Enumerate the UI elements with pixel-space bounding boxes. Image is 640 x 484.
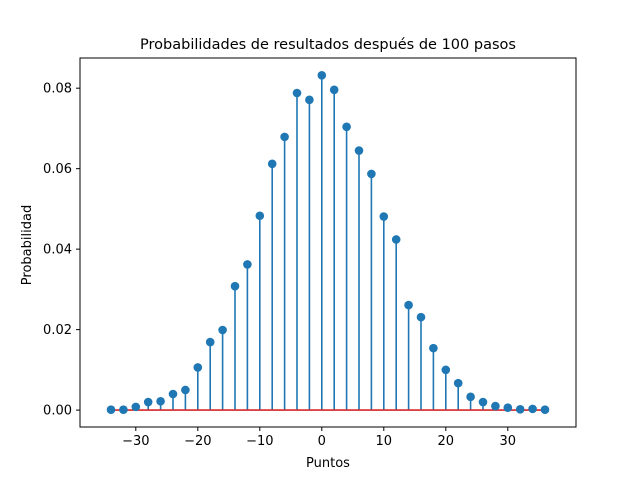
stem-marker [391,235,401,244]
x-axis-label: Puntos [306,456,350,471]
y-axis-label: Probabilidad [20,205,35,285]
stem-marker [205,337,215,347]
markers-layer [106,71,550,414]
stem-marker [528,404,537,414]
stem-marker [168,389,178,399]
stem-marker [280,132,289,142]
stem-marker [243,260,252,269]
stem-marker [329,85,339,95]
stem-marker [491,401,500,411]
stem-marker [342,122,351,132]
stem-marker [404,300,413,310]
y-tick-label: 0.06 [43,162,72,177]
stem-marker [131,402,141,412]
stem-marker [230,281,240,291]
stem-marker [478,397,488,407]
stem-marker [255,211,265,221]
stem-marker [193,363,203,372]
x-tick-label: 0 [318,434,326,449]
stem-marker [267,159,277,169]
plot-frame [79,57,577,428]
x-tick-label: 10 [376,434,393,449]
stem-marker [515,404,525,414]
stem-marker [143,397,153,407]
y-tick-label: 0.02 [43,323,72,338]
stem-marker [441,365,451,375]
y-tick-label: 0.00 [43,404,72,419]
stem-marker [292,88,302,98]
stem-marker [106,405,116,414]
stem-marker [367,169,376,179]
stem-marker [181,385,190,395]
stem-marker [156,396,165,406]
x-tick-label: −10 [246,434,273,449]
x-tick-label: 30 [500,434,517,449]
y-tick-label: 0.04 [43,243,72,258]
stem-marker [453,378,463,388]
x-tick-label: 20 [438,434,455,449]
stems-layer [110,75,546,411]
y-tick-label: 0.08 [43,82,72,97]
stem-marker [416,312,426,322]
x-tick-label: −30 [122,434,149,449]
stem-marker [540,405,550,414]
stem-marker [119,405,128,414]
stem-marker [317,71,327,80]
stem-marker [379,212,389,221]
stem-marker [466,392,475,402]
stem-marker [305,95,314,105]
stem-marker [503,403,513,412]
chart-title: Probabilidades de resultados después de … [140,37,516,53]
x-tick-label: −20 [184,434,211,449]
ticks-layer: −30 −20 −10 0 10 20 30 0.00 0.02 0.04 0.06 0.08 [43,82,516,449]
stem-marker [218,325,227,335]
stem-marker [429,343,438,353]
stem-marker [354,146,364,155]
